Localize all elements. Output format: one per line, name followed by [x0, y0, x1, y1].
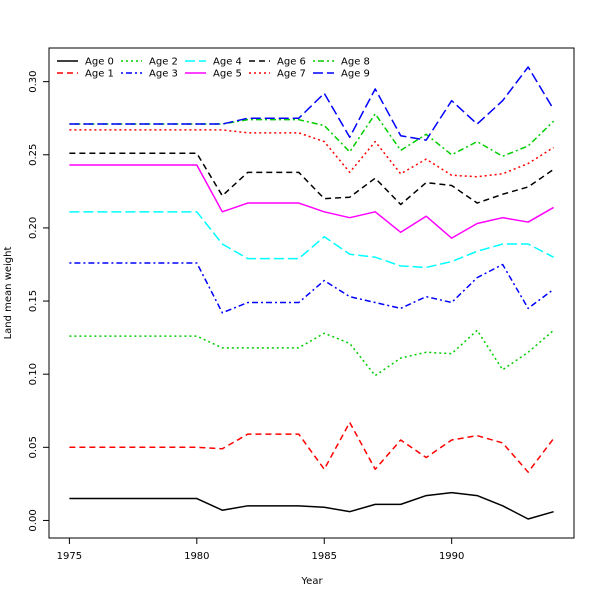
legend-label: Age 7 — [277, 69, 306, 80]
series-lines — [69, 66, 555, 520]
series-line-age-1 — [69, 421, 555, 473]
series-line-age-4 — [69, 211, 554, 269]
x-tick-label: 1975 — [57, 551, 82, 562]
legend-label: Age 3 — [149, 69, 178, 80]
series-line-age-8 — [69, 113, 555, 157]
x-axis-title: Year — [300, 576, 323, 587]
x-tick-label: 1985 — [312, 551, 337, 562]
plot-frame — [48, 47, 575, 539]
series-line-age-2 — [69, 329, 555, 377]
legend-label: Age 9 — [341, 69, 370, 80]
legend-label: Age 1 — [85, 69, 114, 80]
y-tick-label: 0.10 — [28, 363, 39, 385]
series-line-age-9 — [69, 66, 555, 141]
y-tick-label: 0.00 — [28, 509, 39, 531]
y-tick-label: 0.05 — [28, 436, 39, 458]
legend-label: Age 0 — [85, 57, 114, 68]
y-axis-title: Land mean weight — [3, 247, 14, 340]
series-line-age-3 — [69, 262, 555, 314]
series-line-age-5 — [69, 164, 554, 239]
series-line-age-0 — [69, 491, 554, 520]
x-tick-label: 1990 — [439, 551, 464, 562]
legend-label: Age 5 — [213, 69, 242, 80]
legend-label: Age 6 — [277, 57, 306, 68]
y-tick-label: 0.15 — [28, 290, 39, 312]
legend-label: Age 8 — [341, 57, 370, 68]
y-tick-label: 0.20 — [28, 217, 39, 239]
series-line-age-7 — [69, 129, 555, 178]
y-tick-label: 0.30 — [28, 71, 39, 93]
legend-label: Age 2 — [149, 57, 178, 68]
legend-label: Age 4 — [213, 57, 242, 68]
axis-ticks: 1975 1980 1985 1990 0.00 0.05 0.10 0.15 0.20 0.25… — [28, 71, 464, 562]
series-line-age-6 — [69, 152, 555, 206]
x-tick-label: 1980 — [184, 551, 209, 562]
y-tick-label: 0.25 — [28, 144, 39, 166]
